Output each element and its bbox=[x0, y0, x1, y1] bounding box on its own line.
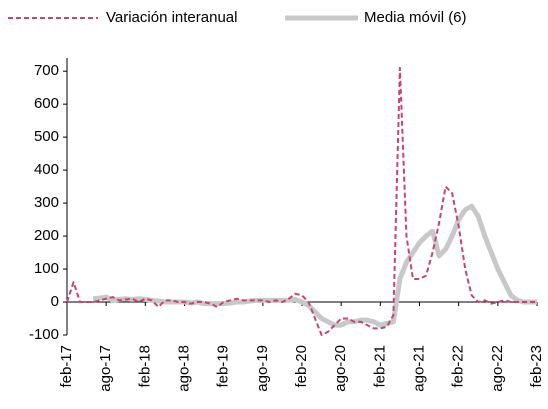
x-tick-label: ago-19 bbox=[254, 345, 271, 392]
series-line bbox=[92, 203, 537, 328]
x-tick-label: feb-19 bbox=[215, 345, 232, 388]
y-tick-label: 700 bbox=[34, 62, 59, 79]
y-tick-label: -100 bbox=[29, 326, 59, 343]
y-tick-label: 0 bbox=[51, 293, 59, 310]
x-tick-label: ago-22 bbox=[489, 345, 506, 392]
x-tick-label: feb-18 bbox=[136, 345, 153, 388]
y-tick-label: 600 bbox=[34, 95, 59, 112]
y-tick-label: 100 bbox=[34, 260, 59, 277]
x-tick-label: ago-17 bbox=[97, 345, 114, 392]
legend-label: Media móvil (6) bbox=[364, 9, 467, 26]
y-tick-label: 400 bbox=[34, 161, 59, 178]
x-tick-label: feb-20 bbox=[293, 345, 310, 388]
x-tick-label: feb-21 bbox=[371, 345, 388, 388]
x-tick-label: ago-18 bbox=[175, 345, 192, 392]
x-tick-label: ago-20 bbox=[332, 345, 349, 392]
x-tick-label: feb-22 bbox=[450, 345, 467, 388]
x-tick-label: ago-21 bbox=[410, 345, 427, 392]
y-tick-label: 500 bbox=[34, 128, 59, 145]
y-tick-label: 200 bbox=[34, 227, 59, 244]
x-tick-label: feb-17 bbox=[58, 345, 75, 388]
x-tick-label: feb-23 bbox=[528, 345, 545, 388]
series-line bbox=[66, 66, 537, 336]
legend-label: Variación interanual bbox=[106, 9, 237, 26]
y-tick-label: 300 bbox=[34, 194, 59, 211]
